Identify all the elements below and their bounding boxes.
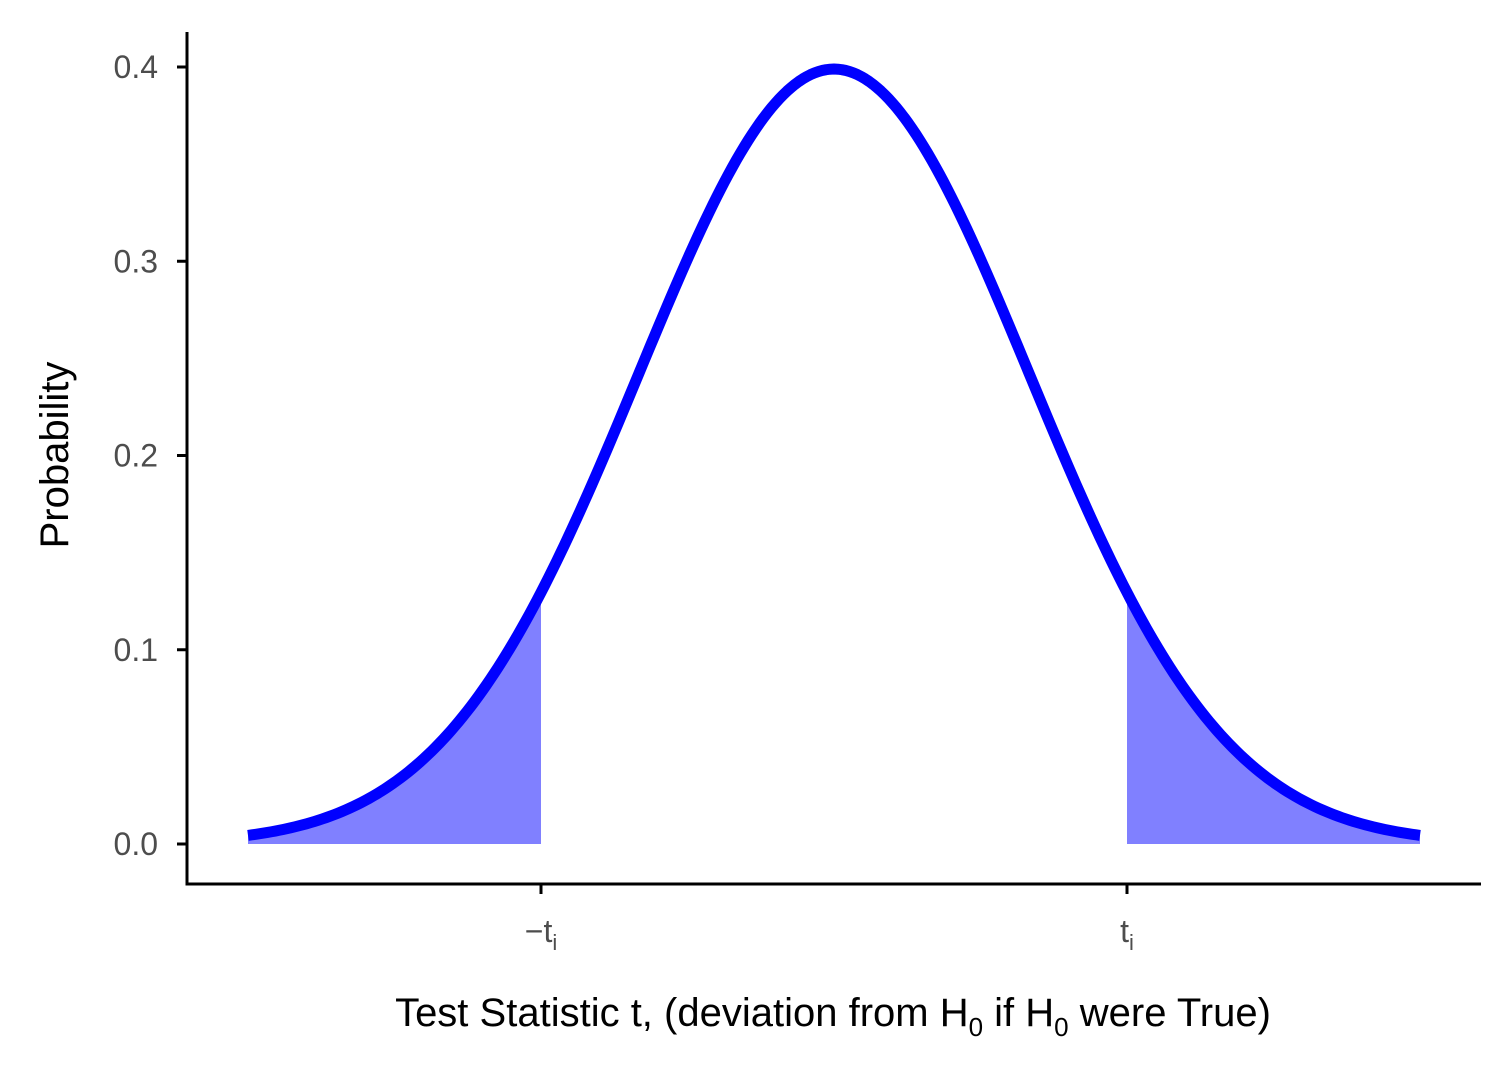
rejection-region-right [1127,592,1420,844]
x-tick-label: ti [1120,913,1134,955]
y-axis-title: Probability [33,362,77,549]
y-tick-label: 0.0 [114,826,158,862]
x-tick-label: −ti [525,913,557,955]
x-axis-ticks: −ti ti [525,884,1134,955]
y-tick-label: 0.4 [114,49,158,85]
rejection-regions [248,592,1420,844]
x-axis-title: Test Statistic t, (deviation from H0 if … [395,991,1271,1042]
y-tick-label: 0.1 [114,632,158,668]
y-tick-label: 0.2 [114,438,158,474]
y-axis-ticks: 0.0 0.1 0.2 0.3 0.4 [114,49,187,862]
y-tick-label: 0.3 [114,243,158,279]
rejection-region-left [248,592,541,844]
density-curve [246,63,1422,841]
